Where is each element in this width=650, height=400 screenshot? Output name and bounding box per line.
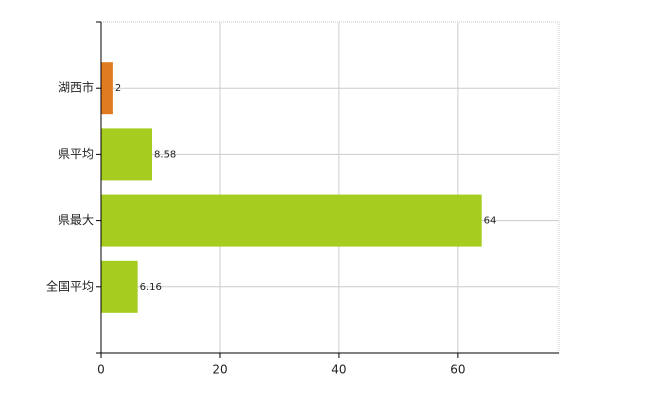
y-tick-label: 全国平均 [46,278,94,293]
value-label: 6.16 [140,282,162,293]
value-label: 64 [484,216,497,227]
bar [101,194,482,247]
value-label: 8.58 [154,149,176,160]
bar [101,62,113,115]
y-tick-label: 県平均 [58,147,94,161]
x-tick-label: 40 [331,363,346,377]
y-tick-label: 湖西市 [58,80,94,95]
value-label: 2 [115,83,121,94]
x-tick-label: 0 [97,363,105,377]
bar [101,260,138,313]
x-tick-label: 60 [450,363,465,377]
bar [101,128,153,181]
x-tick-label: 20 [212,363,227,377]
y-tick-label: 県最大 [58,213,94,227]
